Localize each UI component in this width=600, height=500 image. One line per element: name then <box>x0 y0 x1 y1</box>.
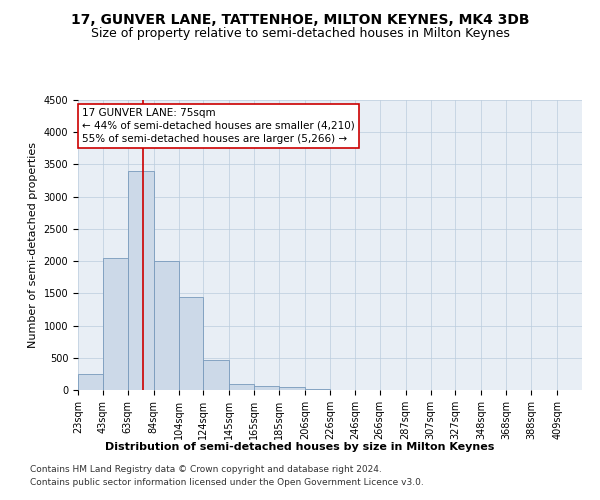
Bar <box>179 296 203 390</box>
Bar <box>254 386 279 390</box>
Text: Size of property relative to semi-detached houses in Milton Keynes: Size of property relative to semi-detach… <box>91 28 509 40</box>
Y-axis label: Number of semi-detached properties: Number of semi-detached properties <box>28 142 38 348</box>
Text: Distribution of semi-detached houses by size in Milton Keynes: Distribution of semi-detached houses by … <box>106 442 494 452</box>
Text: 17 GUNVER LANE: 75sqm
← 44% of semi-detached houses are smaller (4,210)
55% of s: 17 GUNVER LANE: 75sqm ← 44% of semi-deta… <box>82 108 355 144</box>
Bar <box>154 261 179 390</box>
Bar <box>78 374 103 390</box>
Bar <box>103 258 128 390</box>
Bar <box>203 360 229 390</box>
Bar <box>128 171 154 390</box>
Bar <box>279 387 305 390</box>
Bar <box>229 384 254 390</box>
Text: 17, GUNVER LANE, TATTENHOE, MILTON KEYNES, MK4 3DB: 17, GUNVER LANE, TATTENHOE, MILTON KEYNE… <box>71 12 529 26</box>
Text: Contains public sector information licensed under the Open Government Licence v3: Contains public sector information licen… <box>30 478 424 487</box>
Text: Contains HM Land Registry data © Crown copyright and database right 2024.: Contains HM Land Registry data © Crown c… <box>30 466 382 474</box>
